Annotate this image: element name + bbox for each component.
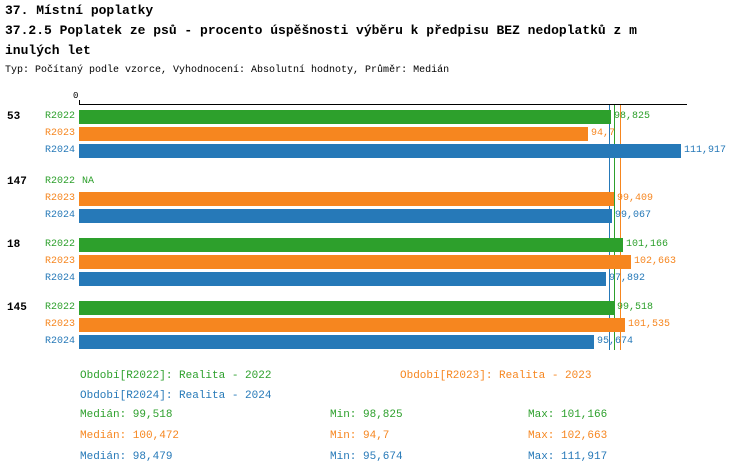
bar-row: R2024 111,917 [45, 144, 726, 158]
bar-row: R2022 NA [45, 175, 94, 189]
bar-row: R2022 99,518 [45, 301, 653, 315]
series-label: R2023 [45, 128, 76, 139]
bar-r2024 [79, 335, 594, 349]
bar-value-label: 111,917 [684, 145, 727, 156]
report-title: 37. Místní poplatky [5, 3, 154, 18]
median-stat: Medián: 99,518 [80, 409, 173, 421]
bar-row: R2024 99,067 [45, 209, 651, 223]
bar-r2023 [79, 255, 631, 269]
x-axis-zero-label: 0 [73, 91, 79, 101]
bar-r2022 [79, 301, 614, 315]
stats-row-r2024: Medián: 98,479 Min: 95,674 Max: 111,917 [0, 451, 750, 465]
bar-value-label: 99,409 [617, 193, 654, 204]
x-axis-line [79, 104, 687, 105]
bar-r2023 [79, 192, 614, 206]
series-label: R2023 [45, 256, 76, 267]
median-line-r2022 [614, 105, 615, 350]
min-stat: Min: 98,825 [330, 409, 403, 421]
series-label: R2023 [45, 319, 76, 330]
bar-row: R2023 101,535 [45, 318, 670, 332]
chart-title-line1: 37.2.5 Poplatek ze psů - procento úspěšn… [5, 23, 637, 38]
bar-value-label: NA [82, 176, 95, 187]
median-stat: Medián: 100,472 [80, 430, 180, 442]
series-label: R2022 [45, 111, 76, 122]
bar-value-label: 95,674 [597, 336, 634, 347]
legend-r2023: Období[R2023]: Realita - 2023 [400, 370, 592, 382]
legend-r2022: Období[R2022]: Realita - 2022 [80, 370, 272, 382]
bar-row: R2024 97,892 [45, 272, 645, 286]
bar-r2024 [79, 144, 681, 158]
min-stat: Min: 95,674 [330, 451, 403, 463]
min-stat: Min: 94,7 [330, 430, 390, 442]
series-label: R2024 [45, 210, 76, 221]
bar-r2022 [79, 238, 623, 252]
series-label: R2022 [45, 302, 76, 313]
bar-value-label: 102,663 [634, 256, 677, 267]
series-label: R2023 [45, 193, 76, 204]
chart-title-line2: inulých let [5, 43, 91, 58]
bar-r2023 [79, 127, 588, 141]
median-line-r2023 [620, 105, 621, 350]
median-stat: Medián: 98,479 [80, 451, 173, 463]
bar-value-label: 99,518 [617, 302, 654, 313]
bar-row: R2023 94,7 [45, 127, 615, 141]
bar-value-label: 97,892 [609, 273, 646, 284]
bar-r2024 [79, 272, 606, 286]
bar-value-label: 101,535 [628, 319, 671, 330]
bar-r2024 [79, 209, 612, 223]
series-label: R2024 [45, 336, 76, 347]
bar-value-label: 99,067 [615, 210, 652, 221]
bar-value-label: 98,825 [614, 111, 651, 122]
stats-row-r2023: Medián: 100,472 Min: 94,7 Max: 102,663 [0, 430, 750, 444]
max-stat: Max: 102,663 [528, 430, 608, 442]
bar-r2022 [79, 110, 611, 124]
group-label-18: 18 [7, 239, 21, 251]
bar-row: R2022 101,166 [45, 238, 668, 252]
bar-row: R2023 102,663 [45, 255, 676, 269]
group-label-53: 53 [7, 111, 21, 123]
x-axis-origin-tick [79, 100, 80, 104]
max-stat: Max: 101,166 [528, 409, 608, 421]
bar-row: R2022 98,825 [45, 110, 650, 124]
bar-r2023 [79, 318, 625, 332]
stats-row-r2022: Medián: 99,518 Min: 98,825 Max: 101,166 [0, 409, 750, 423]
bar-value-label: 94,7 [591, 128, 616, 139]
group-label-147: 147 [7, 176, 27, 188]
group-label-145: 145 [7, 302, 27, 314]
bar-value-label: 101,166 [626, 239, 669, 250]
legend-r2024: Období[R2024]: Realita - 2024 [80, 390, 272, 402]
bar-row: R2024 95,674 [45, 335, 633, 349]
series-label: R2024 [45, 273, 76, 284]
series-label: R2022 [45, 239, 76, 250]
max-stat: Max: 111,917 [528, 451, 608, 463]
chart-meta: Typ: Počítaný podle vzorce, Vyhodnocení:… [5, 65, 450, 76]
series-label: R2022 [45, 176, 76, 187]
series-label: R2024 [45, 145, 76, 156]
bar-row: R2023 99,409 [45, 192, 653, 206]
median-line-r2024 [609, 105, 610, 350]
